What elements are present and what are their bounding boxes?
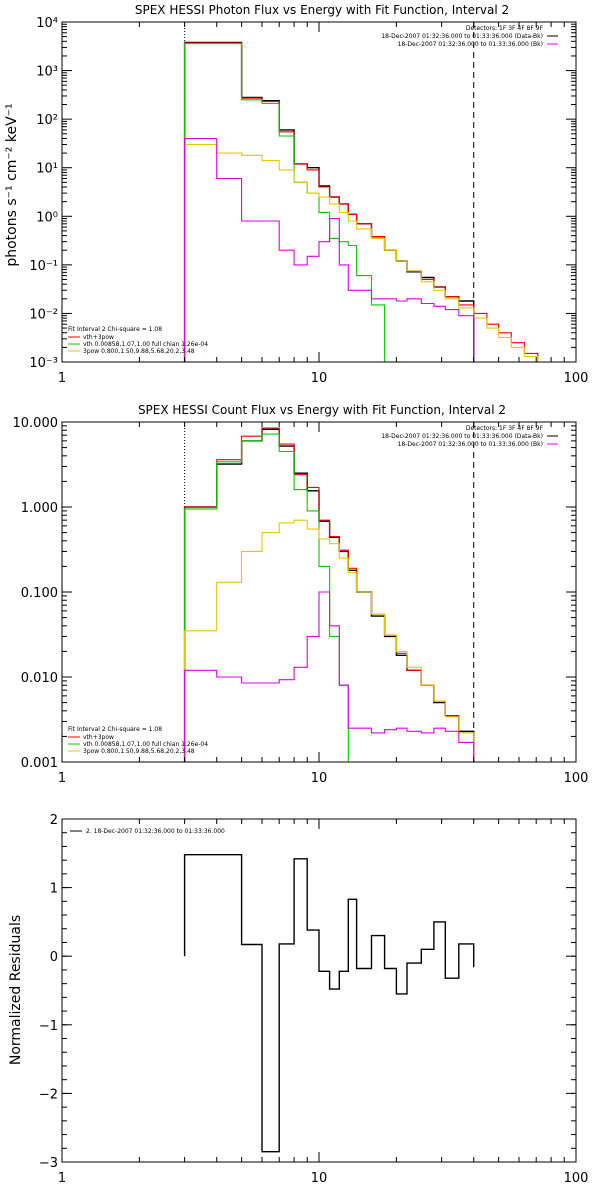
residuals-ticks: 1 10 100 −3 −2 −1 0 1 2	[39, 813, 589, 1186]
count-flux-info-databk: 18-Dec-2007 01:32:36.000 to 01:33:36.000…	[381, 433, 543, 440]
photon-flux-info-detectors: Detectors: 1F 3F 4F 8F 9F	[466, 25, 544, 32]
photon-flux-title: SPEX HESSI Photon Flux vs Energy with Fi…	[135, 3, 509, 17]
count-flux-ytick-label: 0.010	[21, 671, 58, 686]
photon-flux-xtick-label: 100	[564, 371, 589, 386]
count-flux-xtick-label: 1	[58, 771, 66, 786]
residuals-xtick-label: 100	[564, 1171, 589, 1186]
photon-flux-info-bk: 18-Dec-2007 01:32:36.000 to 01:33:36.000…	[398, 41, 543, 48]
residuals-panel: Normalized Residuals 1 10 100 −3 −2 −1 0 1 2 2. …	[8, 813, 588, 1186]
count-flux-series-thermal	[184, 433, 357, 763]
count-flux-legend-total: vth+3pow	[83, 734, 114, 741]
photon-flux-ytick-label: 10⁻²	[29, 307, 58, 322]
count-flux-ytick-label: 10.000	[13, 416, 59, 431]
count-flux-ytick-label: 1.000	[21, 501, 58, 516]
photon-flux-xtick-label: 10	[311, 371, 328, 386]
count-flux-title: SPEX HESSI Count Flux vs Energy with Fit…	[138, 403, 506, 417]
photon-flux-ticks: 1 10 100 10⁻³ 10⁻² 10⁻¹ 10⁰ 10¹ 10² 10³ 10⁴	[29, 16, 588, 386]
residuals-frame	[61, 818, 577, 1163]
photon-flux-legend: Fit Interval 2 Chi-square = 1.08 vth+3po…	[68, 326, 208, 355]
residuals-ytick-label: −1	[39, 1019, 58, 1034]
photon-flux-series-thermal	[184, 43, 397, 363]
photon-flux-series-nonthermal	[184, 143, 552, 363]
count-flux-info-bk: 18-Dec-2007 01:32:36.000 to 01:33:36.000…	[398, 441, 543, 448]
count-flux-ytick-label: 0.100	[21, 586, 58, 601]
count-flux-ytick-label: 0.001	[21, 756, 58, 771]
photon-flux-ytick-label: 10⁴	[36, 16, 58, 31]
photon-flux-info: Detectors: 1F 3F 4F 8F 9F 18-Dec-2007 01…	[381, 25, 558, 48]
photon-flux-frame	[61, 21, 577, 363]
photon-flux-ytick-label: 10⁻³	[29, 356, 58, 371]
count-flux-panel: SPEX HESSI Count Flux vs Energy with Fit…	[13, 403, 589, 786]
residuals-ytick-label: 1	[50, 882, 58, 897]
photon-flux-ytick-label: 10¹	[36, 162, 58, 177]
photon-flux-series-background	[184, 137, 475, 362]
residuals-ytick-label: −2	[39, 1087, 58, 1102]
photon-flux-legend-nonthermal: 3pow 0.800,1.50,9.88,5.68,20.2,3.48	[83, 348, 195, 355]
photon-flux-ytick-label: 10²	[36, 113, 58, 128]
photon-flux-legend-fit: Fit Interval 2 Chi-square = 1.08	[68, 326, 162, 333]
count-flux-series-background	[184, 591, 475, 762]
count-flux-frame	[61, 421, 577, 763]
residuals-legend-text: 2. 18-Dec-2007 01:32:36.000 to 01:33:36.…	[86, 828, 225, 835]
photon-flux-info-databk: 18-Dec-2007 01:32:36.000 to 01:33:36.000…	[381, 33, 543, 40]
count-flux-legend: Fit Interval 2 Chi-square = 1.08 vth+3po…	[68, 726, 208, 755]
photon-flux-ylabel: photons s⁻¹ cm⁻² keV⁻¹	[4, 103, 20, 266]
count-flux-info-detectors: Detectors: 1F 3F 4F 8F 9F	[466, 425, 544, 432]
residuals-series-data	[183, 854, 475, 1153]
photon-flux-xtick-label: 1	[58, 371, 66, 386]
count-flux-legend-nonthermal: 3pow 0.800,1.50,9.88,5.68,20.2,3.48	[83, 748, 195, 755]
photon-flux-legend-total: vth+3pow	[83, 334, 114, 341]
photon-flux-ytick-label: 10⁰	[36, 210, 58, 225]
count-flux-series-nonthermal	[184, 519, 475, 762]
residuals-ylabel: Normalized Residuals	[8, 915, 24, 1065]
count-flux-xtick-label: 10	[311, 771, 328, 786]
count-flux-xtick-label: 100	[564, 771, 589, 786]
photon-flux-panel: SPEX HESSI Photon Flux vs Energy with Fi…	[4, 3, 588, 386]
count-flux-vlines	[184, 422, 475, 762]
residuals-ytick-label: 2	[50, 813, 58, 828]
count-flux-ticks: 1 10 100 0.001 0.010 0.100 1.000 10.000	[13, 416, 589, 786]
residuals-xtick-label: 10	[311, 1171, 328, 1186]
photon-flux-ytick-label: 10⁻¹	[29, 259, 58, 274]
photon-flux-series-total	[184, 42, 552, 363]
photon-flux-legend-thermal: vth 0.00858,1.07,1.00 full chian 1.26e-0…	[83, 341, 208, 348]
count-flux-legend-fit: Fit Interval 2 Chi-square = 1.08	[68, 726, 162, 733]
count-flux-series	[183, 427, 475, 763]
residuals-xtick-label: 1	[58, 1171, 66, 1186]
residuals-ytick-label: 0	[50, 950, 58, 965]
photon-flux-series	[183, 41, 552, 363]
residuals-legend: 2. 18-Dec-2007 01:32:36.000 to 01:33:36.…	[70, 828, 225, 835]
count-flux-info: Detectors: 1F 3F 4F 8F 9F 18-Dec-2007 01…	[381, 425, 558, 448]
count-flux-legend-thermal: vth 0.00858,1.07,1.00 full chian 1.26e-0…	[83, 741, 208, 748]
residuals-series	[183, 854, 475, 1153]
residuals-ytick-label: −3	[39, 1156, 58, 1171]
photon-flux-ytick-label: 10³	[36, 65, 58, 80]
